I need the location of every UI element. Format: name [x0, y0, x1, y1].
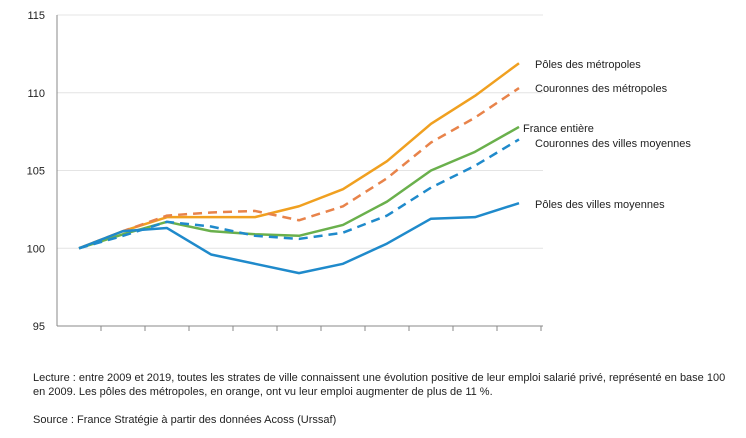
- x-tick-label: 2010: [111, 339, 135, 340]
- series-label: Pôles des métropoles: [535, 59, 641, 71]
- y-tick-label: 110: [27, 88, 45, 100]
- x-tick-label: 2011: [155, 339, 179, 340]
- series-line-3: [78, 138, 520, 250]
- x-tick-label: 2013: [243, 339, 267, 340]
- x-tick-label: 2016: [375, 339, 399, 340]
- x-tick-label: 2014: [287, 339, 311, 340]
- line-chart: 95 100 105 110 115 2009 2010 2011 2012 2013 2014 20…: [27, 10, 692, 340]
- y-tick-label: 105: [27, 166, 45, 178]
- series-label: France entière: [523, 123, 594, 135]
- x-tick-label: 2015: [331, 339, 355, 340]
- y-tick-label: 100: [27, 243, 45, 255]
- x-tick-label: 2018: [463, 339, 487, 340]
- series-label: Pôles des villes moyennes: [535, 199, 665, 211]
- x-tick-label: 2009: [67, 339, 91, 340]
- y-tick-label: 115: [27, 10, 45, 22]
- x-tick-label: 2012: [199, 339, 223, 340]
- series-label: Couronnes des villes moyennes: [535, 138, 691, 150]
- series-label: Couronnes des métropoles: [535, 83, 668, 95]
- lecture-note: Lecture : entre 2009 et 2019, toutes les…: [33, 372, 726, 398]
- source-note: Source : France Stratégie à partir des d…: [33, 414, 337, 426]
- y-tick-label: 95: [33, 321, 45, 333]
- x-tick-label: 2017: [419, 339, 443, 340]
- x-tick-label: 2019: [507, 339, 531, 340]
